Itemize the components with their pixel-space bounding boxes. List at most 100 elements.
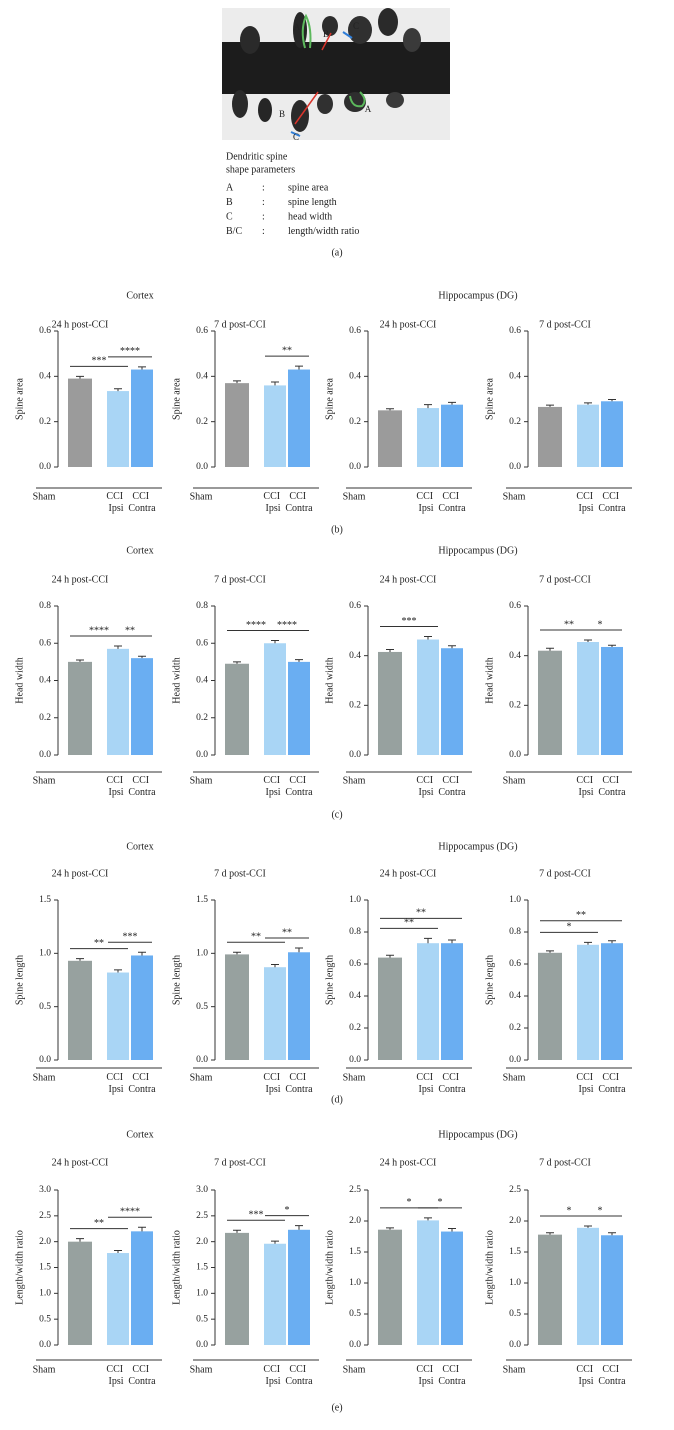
error-bar — [608, 940, 616, 944]
chart-title: 7 d post-CCI — [214, 868, 266, 879]
significance-label: ** — [282, 345, 292, 356]
chart: 24 h post-CCI Head width 0.0 0.2 0.4 0.6 Sham C… — [324, 574, 472, 798]
y-tick-label: 0.4 — [349, 651, 361, 661]
region-heading: Cortex — [126, 545, 153, 556]
bar — [601, 646, 623, 755]
x-tick-label: CCI Ipsi — [416, 775, 435, 798]
region-heading: Cortex — [126, 1129, 153, 1140]
y-tick-label: 2.5 — [509, 1185, 521, 1195]
bar — [131, 955, 153, 1060]
significance-label: **** — [277, 620, 297, 631]
chart-title: 24 h post-CCI — [52, 1157, 109, 1168]
error-bar — [114, 388, 122, 392]
y-axis-label: Spine length — [324, 955, 335, 1005]
error-bar — [138, 366, 146, 370]
error-bar — [546, 647, 554, 651]
x-tick-label: Sham — [503, 491, 526, 502]
error-bar — [295, 365, 303, 370]
error-bar — [386, 954, 394, 958]
chart-title: 24 h post-CCI — [380, 868, 437, 879]
x-tick-label: CCI Ipsi — [416, 491, 435, 514]
bar — [577, 1227, 599, 1345]
x-tick-label: CCI Contra — [128, 491, 156, 514]
x-tick-label: CCI Ipsi — [576, 491, 595, 514]
y-tick-label: 0.0 — [509, 750, 521, 760]
y-tick-label: 0.4 — [509, 372, 521, 382]
y-axis-label: Spine length — [14, 955, 25, 1005]
x-tick-label: Sham — [343, 775, 366, 786]
y-axis-label: Spine area — [171, 377, 182, 419]
y-tick-label: 0.0 — [509, 1340, 521, 1350]
chart: 7 d post-CCI Spine area 0.0 0.2 0.4 0.6 Sham CC… — [171, 319, 319, 514]
error-bar — [608, 644, 616, 647]
error-bar — [424, 636, 432, 640]
y-tick-label: 0.2 — [196, 417, 208, 427]
x-tick-label: CCI Contra — [285, 1364, 313, 1387]
y-tick-label: 1.0 — [509, 895, 521, 905]
y-tick-label: 0.6 — [196, 638, 208, 648]
chart: 24 h post-CCI Spine area 0.0 0.2 0.4 0.6 Sham C… — [14, 319, 162, 514]
error-bar — [295, 947, 303, 953]
chart-title: 24 h post-CCI — [52, 868, 109, 879]
y-axis-label: Spine length — [484, 955, 495, 1005]
significance-label: ** — [564, 619, 574, 630]
x-tick-label: CCI Ipsi — [263, 1072, 282, 1095]
significance-label: ** — [125, 625, 135, 636]
error-bar — [271, 1240, 279, 1244]
y-tick-label: 2.5 — [196, 1211, 208, 1221]
bar — [264, 1243, 286, 1345]
bar — [288, 1229, 310, 1345]
bar — [225, 663, 249, 755]
bar — [288, 369, 310, 467]
error-bar — [138, 655, 146, 659]
bar — [378, 1229, 402, 1345]
significance-label: * — [438, 1197, 443, 1208]
error-bar — [424, 1217, 432, 1221]
y-tick-label: 1.5 — [39, 895, 51, 905]
x-tick-label: CCI Ipsi — [106, 775, 125, 798]
bar — [538, 650, 562, 755]
bar — [441, 404, 463, 467]
image-label: B — [323, 29, 329, 39]
y-tick-label: 1.0 — [196, 949, 208, 959]
y-tick-label: 0.4 — [39, 372, 51, 382]
y-tick-label: 0.0 — [196, 462, 208, 472]
x-tick-label: CCI Ipsi — [263, 491, 282, 514]
y-tick-label: 0.6 — [349, 601, 361, 611]
bar — [538, 952, 562, 1060]
error-bar — [233, 1229, 241, 1233]
y-tick-label: 0.0 — [39, 1055, 51, 1065]
y-tick-label: 0.5 — [349, 1309, 361, 1319]
x-tick-label: Sham — [33, 775, 56, 786]
y-tick-label: 1.5 — [349, 1247, 361, 1257]
y-axis-label: Length/width ratio — [484, 1230, 495, 1305]
significance-label: **** — [120, 1206, 140, 1217]
x-tick-label: CCI Contra — [598, 1364, 626, 1387]
legend-text: length/width ratio — [288, 226, 359, 237]
bar — [417, 639, 439, 755]
y-tick-label: 0.6 — [509, 326, 521, 336]
y-tick-label: 0.2 — [509, 1023, 521, 1033]
bar — [264, 385, 286, 467]
y-tick-label: 0.5 — [39, 1314, 51, 1324]
x-tick-label: CCI Ipsi — [106, 491, 125, 514]
y-tick-label: 1.5 — [196, 1263, 208, 1273]
x-tick-label: CCI Contra — [598, 1072, 626, 1095]
y-tick-label: 0.4 — [509, 991, 521, 1001]
chart: 7 d post-CCI Head width 0.0 0.2 0.4 0.6 Sham CC… — [484, 574, 632, 798]
x-tick-label: Sham — [190, 775, 213, 786]
y-tick-label: 1.0 — [196, 1289, 208, 1299]
significance-label: * — [598, 619, 603, 630]
panel-label: (b) — [331, 524, 343, 535]
y-tick-label: 0.0 — [39, 462, 51, 472]
bar — [225, 954, 249, 1060]
region-heading: Cortex — [126, 290, 153, 301]
y-axis-label: Spine area — [14, 377, 25, 419]
significance-label: *** — [249, 1210, 264, 1221]
x-tick-label: CCI Contra — [438, 1364, 466, 1387]
y-tick-label: 2.0 — [39, 1237, 51, 1247]
y-tick-label: 0.5 — [196, 1002, 208, 1012]
error-bar — [546, 404, 554, 407]
y-tick-label: 1.5 — [39, 1263, 51, 1273]
y-tick-label: 0.6 — [509, 959, 521, 969]
